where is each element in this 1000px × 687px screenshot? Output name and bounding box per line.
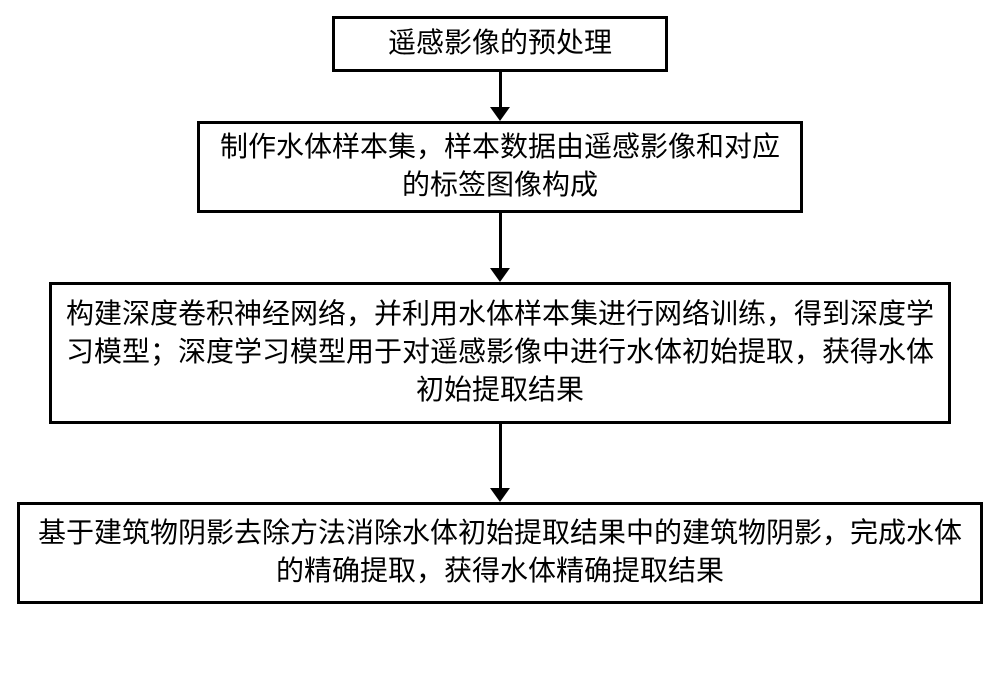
arrow-2-shaft [499,213,502,268]
arrow-1-head [490,107,510,121]
flow-node-3-text: 构建深度卷积神经网络，并利用水体样本集进行网络训练，得到深度学习模型；深度学习模… [62,296,938,409]
flow-node-1: 遥感影像的预处理 [332,16,668,72]
flow-node-2-text: 制作水体样本集，样本数据由遥感影像和对应的标签图像构成 [210,129,790,205]
flowchart-canvas: 遥感影像的预处理 制作水体样本集，样本数据由遥感影像和对应的标签图像构成 构建深… [0,0,1000,687]
arrow-1-shaft [499,72,502,107]
arrow-2-head [490,268,510,282]
flow-node-4-text: 基于建筑物阴影去除方法消除水体初始提取结果中的建筑物阴影，完成水体的精确提取，获… [30,515,970,591]
arrow-3-shaft [499,424,502,488]
flow-node-2: 制作水体样本集，样本数据由遥感影像和对应的标签图像构成 [197,121,803,213]
flow-node-4: 基于建筑物阴影去除方法消除水体初始提取结果中的建筑物阴影，完成水体的精确提取，获… [17,502,983,604]
flow-node-3: 构建深度卷积神经网络，并利用水体样本集进行网络训练，得到深度学习模型；深度学习模… [49,282,951,424]
arrow-3-head [490,488,510,502]
flow-node-1-text: 遥感影像的预处理 [388,25,612,63]
